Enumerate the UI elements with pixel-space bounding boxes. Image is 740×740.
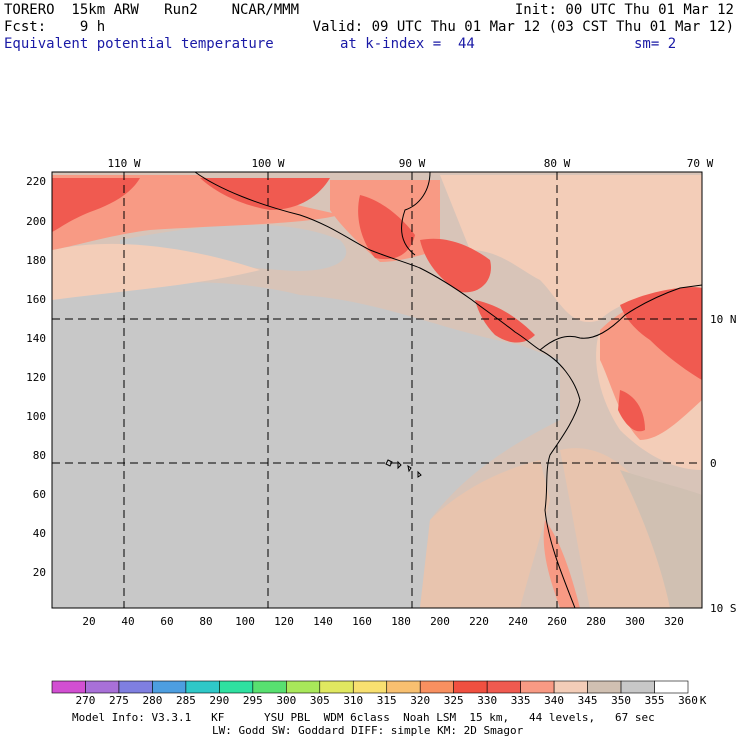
coastline-icon (194, 171, 703, 609)
y-tick-labels: 220 200 180 160 140 120 100 80 60 40 20 (26, 175, 46, 579)
model-info: Model Info: V3.3.1 KF YSU PBL WDM 6class… (72, 711, 655, 724)
y-tick-label: 220 (26, 175, 46, 188)
x-tick-label: 60 (160, 615, 173, 628)
colorbar-swatch (51, 680, 86, 694)
x-tick-label: 260 (547, 615, 567, 628)
colorbar-label: 320 (410, 694, 431, 707)
colorbar-swatch (386, 680, 421, 694)
x-tick-label: 280 (586, 615, 606, 628)
colorbar-label: 270 (75, 694, 96, 707)
colorbar-swatch (118, 680, 153, 694)
lon-label: 80 W (544, 157, 571, 170)
colorbar-label: 305 (309, 694, 330, 707)
colorbar-label: 330 (477, 694, 498, 707)
header-valid-time: Valid: 09 UTC Thu 01 Mar 12 (03 CST Thu … (312, 19, 734, 35)
colorbar-label: 345 (577, 694, 598, 707)
colorbar-swatch (352, 680, 388, 694)
y-tick-label: 60 (33, 488, 46, 501)
plot-frame (51, 171, 703, 609)
colorbar-unit: K (699, 694, 707, 707)
y-tick-label: 180 (26, 254, 46, 267)
colorbar-swatch (152, 680, 187, 694)
y-tick-label: 120 (26, 371, 46, 384)
y-tick-label: 200 (26, 215, 46, 228)
x-tick-label: 320 (664, 615, 684, 628)
header-init-time: Init: 00 UTC Thu 01 Mar 12 (514, 2, 734, 18)
colorbar-label: 325 (443, 694, 464, 707)
y-tick-label: 160 (26, 293, 46, 306)
colorbar-swatch (219, 680, 254, 694)
x-tick-label: 180 (391, 615, 411, 628)
y-tick-label: 100 (26, 410, 46, 423)
x-tick-label: 100 (235, 615, 255, 628)
colorbar-swatch (587, 680, 622, 694)
map-field (52, 172, 702, 608)
lat-label: 10 S (710, 602, 737, 615)
x-tick-label: 220 (469, 615, 489, 628)
field-title: Equivalent potential temperature (4, 36, 274, 52)
y-tick-label: 80 (33, 449, 46, 462)
colorbar-swatch (419, 680, 454, 694)
physics-info: LW: Godd SW: Goddard DIFF: simple KM: 2D… (212, 724, 524, 737)
colorbar-label: 340 (544, 694, 565, 707)
colorbar-swatch (185, 680, 220, 694)
smoothing-label: sm= 2 (634, 36, 677, 52)
x-tick-label: 160 (352, 615, 372, 628)
k-index-label: at k-index = 44 (340, 36, 475, 52)
graticule (52, 172, 702, 608)
colorbar-label: 355 (644, 694, 665, 707)
lon-label: 110 W (107, 157, 140, 170)
colorbar-label: 315 (376, 694, 397, 707)
colorbar-label: 280 (142, 694, 163, 707)
x-tick-label: 120 (274, 615, 294, 628)
y-tick-label: 40 (33, 527, 46, 540)
y-tick-label: 140 (26, 332, 46, 345)
x-tick-label: 200 (430, 615, 450, 628)
lon-label: 100 W (251, 157, 284, 170)
lat-labels: 10 N 0 10 S (710, 313, 737, 615)
x-tick-label: 80 (199, 615, 212, 628)
colorbar-swatch (85, 680, 120, 694)
colorbar-label: 335 (510, 694, 531, 707)
colorbar-swatch (520, 680, 555, 694)
lat-label: 0 (710, 457, 717, 470)
colorbar-label: 360 (678, 694, 698, 707)
colorbar-label: 275 (109, 694, 129, 707)
colorbar-swatch (486, 680, 521, 694)
colorbar-label: 295 (242, 694, 263, 707)
x-tick-label: 140 (313, 615, 333, 628)
x-tick-label: 20 (82, 615, 95, 628)
colorbar-swatch (654, 680, 689, 694)
header-forecast-hour: Fcst: 9 h (4, 19, 106, 35)
colorbar-label: 310 (343, 694, 364, 707)
lon-label: 90 W (399, 157, 426, 170)
lon-labels: 110 W 100 W 90 W 80 W 70 W (107, 157, 713, 170)
colorbar-label: 300 (276, 694, 297, 707)
colorbar-swatch (620, 680, 655, 694)
lat-label: 10 N (710, 313, 737, 326)
colorbar-label: 290 (209, 694, 230, 707)
colorbar-label: 285 (175, 694, 196, 707)
x-tick-label: 300 (625, 615, 645, 628)
lon-label: 70 W (687, 157, 714, 170)
x-tick-label: 240 (508, 615, 528, 628)
colorbar-swatch (453, 680, 488, 694)
colorbar-swatch (319, 680, 354, 694)
colorbar-swatch (286, 680, 321, 694)
header-run-info: TORERO 15km ARW Run2 NCAR/MMM (4, 2, 300, 18)
x-tick-label: 40 (121, 615, 134, 628)
colorbar-swatch (252, 680, 287, 694)
x-tick-labels: 20 40 60 80 100 120 140 160 180 200 220 … (82, 615, 684, 628)
colorbar-swatch (553, 680, 588, 694)
colorbar-label: 350 (611, 694, 631, 707)
colorbar (51, 680, 689, 694)
y-tick-label: 20 (33, 566, 46, 579)
